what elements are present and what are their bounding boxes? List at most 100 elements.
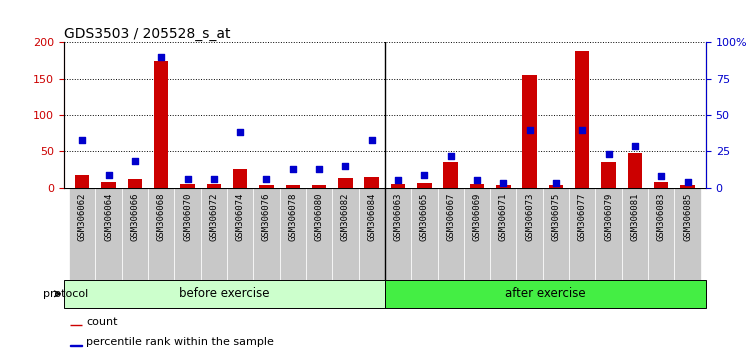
Point <box>418 172 430 177</box>
Text: GSM306074: GSM306074 <box>236 192 245 241</box>
Text: GSM306065: GSM306065 <box>420 192 429 241</box>
Bar <box>227 188 253 280</box>
Bar <box>148 188 174 280</box>
Bar <box>549 185 563 188</box>
Text: count: count <box>86 317 118 327</box>
Bar <box>523 75 537 188</box>
Bar <box>674 188 701 280</box>
Text: GSM306062: GSM306062 <box>78 192 87 241</box>
Point <box>77 137 89 143</box>
Point <box>471 177 483 183</box>
Text: GSM306084: GSM306084 <box>367 192 376 241</box>
Bar <box>490 188 517 280</box>
Point <box>445 153 457 159</box>
Text: GSM306063: GSM306063 <box>394 192 403 241</box>
Text: GSM306072: GSM306072 <box>210 192 219 241</box>
Point <box>287 166 299 172</box>
Bar <box>517 188 543 280</box>
Bar <box>575 51 590 188</box>
Bar <box>648 188 674 280</box>
Bar <box>596 188 622 280</box>
Bar <box>64 280 385 308</box>
Point <box>261 176 273 182</box>
Text: protocol: protocol <box>43 289 88 299</box>
Point <box>155 54 167 60</box>
Point <box>208 176 220 182</box>
Bar <box>122 188 148 280</box>
Text: GSM306085: GSM306085 <box>683 192 692 241</box>
Point <box>523 127 535 132</box>
Text: after exercise: after exercise <box>505 287 586 300</box>
Bar <box>259 185 273 188</box>
Text: GSM306081: GSM306081 <box>630 192 639 241</box>
Text: GSM306075: GSM306075 <box>551 192 560 241</box>
Bar <box>358 188 385 280</box>
Point <box>129 159 141 164</box>
Bar <box>128 179 142 188</box>
Bar <box>69 188 95 280</box>
Bar <box>174 188 201 280</box>
Bar <box>285 185 300 188</box>
Bar <box>496 185 511 188</box>
Point <box>602 152 614 157</box>
Text: GSM306068: GSM306068 <box>157 192 166 241</box>
Bar <box>385 188 412 280</box>
Bar <box>207 184 221 188</box>
Point <box>497 181 509 186</box>
Point <box>313 166 325 172</box>
Text: GSM306077: GSM306077 <box>578 192 587 241</box>
Text: GSM306070: GSM306070 <box>183 192 192 241</box>
Bar <box>417 183 432 188</box>
Text: GDS3503 / 205528_s_at: GDS3503 / 205528_s_at <box>64 28 231 41</box>
Text: GSM306067: GSM306067 <box>446 192 455 241</box>
Bar <box>464 188 490 280</box>
Point <box>392 177 404 183</box>
Text: GSM306078: GSM306078 <box>288 192 297 241</box>
Bar <box>602 162 616 188</box>
Bar <box>443 162 458 188</box>
Bar <box>312 185 327 188</box>
Bar <box>306 188 332 280</box>
Bar <box>364 177 379 188</box>
Text: GSM306079: GSM306079 <box>604 192 613 241</box>
Bar <box>233 170 247 188</box>
Text: GSM306082: GSM306082 <box>341 192 350 241</box>
Bar <box>391 184 406 188</box>
Bar <box>201 188 227 280</box>
Point <box>103 172 115 177</box>
Text: GSM306071: GSM306071 <box>499 192 508 241</box>
Bar <box>543 188 569 280</box>
Text: before exercise: before exercise <box>179 287 270 300</box>
Bar <box>680 185 695 188</box>
Point <box>655 173 667 179</box>
Point <box>681 179 693 185</box>
Point <box>550 181 562 186</box>
Text: GSM306073: GSM306073 <box>525 192 534 241</box>
Bar <box>154 61 168 188</box>
Text: GSM306064: GSM306064 <box>104 192 113 241</box>
Text: percentile rank within the sample: percentile rank within the sample <box>86 337 274 347</box>
Bar <box>71 345 82 346</box>
Point <box>234 130 246 135</box>
Point <box>629 143 641 148</box>
Bar <box>438 188 464 280</box>
Bar <box>75 175 89 188</box>
Bar <box>412 188 438 280</box>
Bar <box>95 188 122 280</box>
Bar <box>180 184 195 188</box>
Bar <box>332 188 358 280</box>
Point <box>339 163 351 169</box>
Point <box>576 127 588 132</box>
Bar <box>279 188 306 280</box>
Point <box>182 176 194 182</box>
Bar <box>470 184 484 188</box>
Text: GSM306083: GSM306083 <box>656 192 665 241</box>
Bar <box>569 188 596 280</box>
Point <box>366 137 378 143</box>
Bar <box>385 280 706 308</box>
Bar <box>338 178 353 188</box>
Bar <box>654 182 668 188</box>
Text: GSM306069: GSM306069 <box>472 192 481 241</box>
Bar <box>628 153 642 188</box>
Text: GSM306076: GSM306076 <box>262 192 271 241</box>
